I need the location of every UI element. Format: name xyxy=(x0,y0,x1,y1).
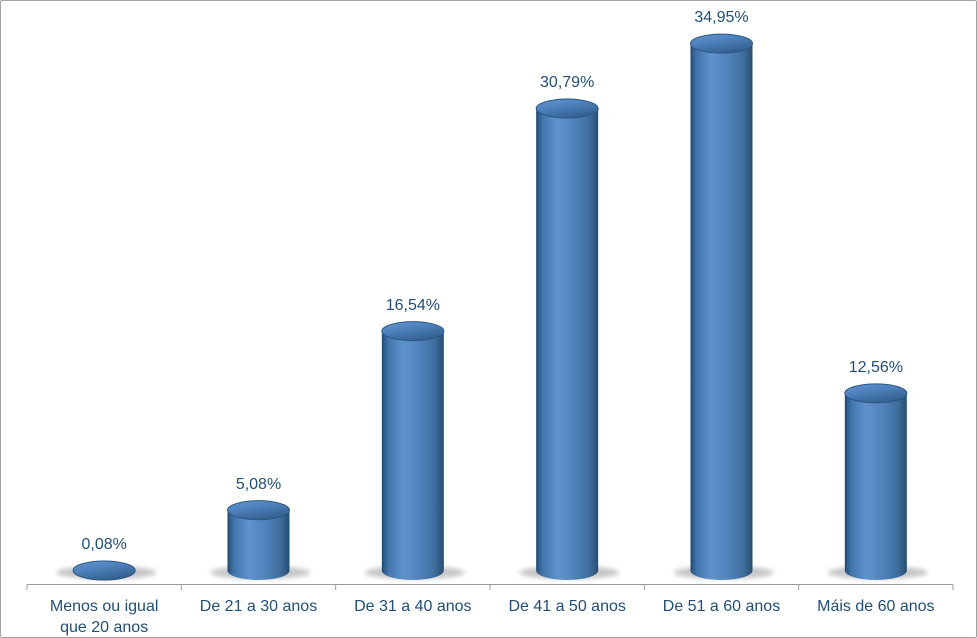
bar-cylinder-body xyxy=(227,510,290,580)
bar-cap xyxy=(844,383,908,404)
category-label: Menos ou igual que 20 anos xyxy=(49,598,159,636)
value-label: 12,56% xyxy=(848,358,903,376)
x-axis xyxy=(26,584,954,590)
value-label: 16,54% xyxy=(385,296,440,314)
bar-group xyxy=(827,383,928,580)
value-label: 34,95% xyxy=(694,9,749,27)
value-label: 30,79% xyxy=(540,74,595,92)
bar-cylinder-body xyxy=(690,43,753,580)
bar-group xyxy=(673,33,774,580)
bar-cap xyxy=(72,560,136,581)
category-label: De 21 a 30 anos xyxy=(199,598,318,615)
category-label: De 31 a 40 anos xyxy=(354,598,472,615)
bar-group xyxy=(519,98,620,580)
category-label: De 41 a 50 anos xyxy=(508,598,626,615)
bar-cap xyxy=(690,33,753,54)
bar-cap xyxy=(535,98,599,119)
bar-group xyxy=(210,500,311,580)
bar-cap xyxy=(381,321,445,342)
bar-group xyxy=(56,560,157,581)
bar-cylinder-body xyxy=(844,393,907,580)
category-label: De 51 a 60 anos xyxy=(662,598,781,615)
bar-cap xyxy=(227,500,290,521)
bar-cylinder-body xyxy=(536,108,599,580)
value-label: 5,08% xyxy=(235,475,282,493)
bar-cylinder-body xyxy=(381,331,444,580)
value-label: 0,08% xyxy=(81,536,127,553)
bar-group xyxy=(364,321,465,580)
category-label: Máis de 60 anos xyxy=(817,598,935,615)
